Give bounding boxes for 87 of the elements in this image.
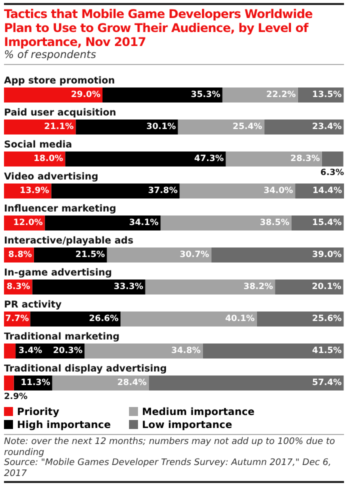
data-label: 28.4% bbox=[117, 378, 148, 388]
bar bbox=[34, 248, 107, 262]
bar bbox=[84, 344, 203, 358]
y-tick-label: Social media bbox=[4, 140, 72, 151]
bar bbox=[180, 184, 296, 198]
chart-title: Tactics that Mobile Game Developers Worldwide Plan to Use to Grow Their Audience, by Level of Importance, Nov 2017 bbox=[4, 7, 314, 49]
source-note: Source: "Mobile Games Developer Trends Survey: Autumn 2017," Dec 6, 2017 bbox=[4, 458, 332, 479]
data-label: 37.8% bbox=[148, 186, 178, 196]
bar bbox=[106, 248, 212, 262]
data-label: 20.3% bbox=[53, 346, 83, 356]
data-label: 38.2% bbox=[244, 282, 274, 292]
data-label: 8.3% bbox=[6, 282, 31, 292]
data-label: 35.3% bbox=[190, 90, 221, 100]
bar bbox=[256, 312, 344, 326]
data-label: 34.0% bbox=[264, 186, 294, 196]
data-label: 26.6% bbox=[89, 314, 119, 324]
data-label: 21.1% bbox=[44, 122, 74, 132]
y-tick-label: PR activity bbox=[4, 300, 62, 311]
data-label: 11.3% bbox=[20, 378, 51, 388]
bar bbox=[226, 152, 322, 166]
bar bbox=[264, 120, 344, 134]
data-label: 2.9% bbox=[4, 392, 28, 402]
data-label: 13.5% bbox=[312, 90, 342, 100]
data-label: 57.4% bbox=[312, 378, 342, 388]
bar bbox=[52, 376, 149, 390]
data-label: 22.2% bbox=[266, 90, 296, 100]
data-label: 29.0% bbox=[71, 90, 101, 100]
y-tick-label: Video advertising bbox=[4, 172, 98, 183]
bar bbox=[160, 216, 292, 230]
bar bbox=[4, 376, 14, 390]
bar bbox=[148, 376, 344, 390]
data-label: 41.5% bbox=[312, 346, 342, 356]
y-tick-label: Influencer marketing bbox=[4, 204, 116, 215]
data-label: 25.6% bbox=[312, 314, 342, 324]
data-label: 34.1% bbox=[129, 218, 160, 228]
data-label: 38.5% bbox=[260, 218, 290, 228]
bar bbox=[76, 120, 178, 134]
bar bbox=[178, 120, 264, 134]
bar bbox=[44, 216, 161, 230]
data-label: 6.3% bbox=[320, 168, 344, 178]
bar bbox=[4, 88, 102, 102]
data-label: 39.0% bbox=[312, 250, 342, 260]
data-label: 15.4% bbox=[312, 218, 342, 228]
legend-label: Low importance bbox=[141, 420, 234, 431]
bar bbox=[65, 152, 226, 166]
bar bbox=[30, 312, 121, 326]
bar bbox=[32, 280, 146, 294]
y-tick-label: Traditional marketing bbox=[4, 332, 120, 343]
legend-label: High importance bbox=[16, 420, 112, 431]
data-label: 25.4% bbox=[232, 122, 263, 132]
data-label: 13.9% bbox=[20, 186, 50, 196]
bar bbox=[202, 344, 344, 358]
bar bbox=[102, 88, 222, 102]
data-label: 20.1% bbox=[312, 282, 342, 292]
data-label: 34.8% bbox=[171, 346, 202, 356]
bar bbox=[4, 120, 76, 134]
y-tick-label: Traditional display advertising bbox=[4, 364, 167, 375]
data-label: 47.3% bbox=[194, 154, 224, 164]
data-label: 21.5% bbox=[75, 250, 106, 260]
data-label: 12.0% bbox=[13, 218, 44, 228]
bar bbox=[51, 184, 180, 198]
bar bbox=[275, 280, 344, 294]
y-tick-label: In-game advertising bbox=[4, 268, 112, 279]
data-label: 7.7% bbox=[5, 314, 30, 324]
data-label: 18.0% bbox=[34, 154, 64, 164]
bar bbox=[222, 88, 298, 102]
chart-subtitle: % of respondents bbox=[4, 49, 344, 65]
bar bbox=[120, 312, 257, 326]
bar bbox=[211, 248, 344, 262]
text: Note: over the next 12 months; numbers may not add up to 100% due to rounding bbox=[4, 437, 336, 458]
legend-label: Priority bbox=[16, 407, 60, 418]
data-label: 14.4% bbox=[312, 186, 342, 196]
bar bbox=[4, 344, 16, 358]
data-label: 30.1% bbox=[146, 122, 176, 132]
data-label: 33.3% bbox=[114, 282, 144, 292]
legend-label: Medium importance bbox=[141, 407, 256, 418]
data-label: 8.8% bbox=[8, 250, 32, 260]
data-label: 23.4% bbox=[312, 122, 342, 132]
y-tick-label: App store promotion bbox=[4, 76, 116, 87]
bar bbox=[145, 280, 276, 294]
data-label: 30.7% bbox=[180, 250, 210, 260]
bar bbox=[322, 152, 344, 166]
data-label: 28.3% bbox=[290, 154, 320, 164]
data-label: 40.1% bbox=[225, 314, 256, 324]
data-label: 3.4% bbox=[18, 346, 43, 356]
y-tick-label: Interactive/playable ads bbox=[4, 236, 134, 247]
y-tick-label: Paid user acquisition bbox=[4, 108, 116, 119]
